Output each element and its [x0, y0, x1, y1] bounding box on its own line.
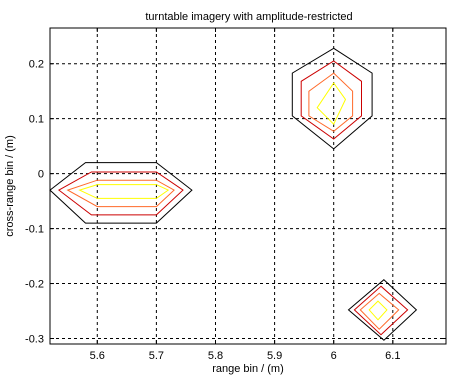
contour-line-level-1 [291, 47, 373, 150]
x-tick-label: 6.1 [385, 350, 400, 362]
contour-line-level-2 [300, 60, 362, 140]
contour-line-level-2 [57, 171, 184, 216]
y-tick-label: -0.3 [25, 334, 44, 346]
grid-layer [50, 28, 446, 344]
x-axis-title: range bin / (m) [212, 363, 284, 375]
plot-area [50, 28, 446, 344]
y-tick-label: 0.1 [29, 114, 44, 126]
contour-line-level-4 [368, 300, 388, 321]
contour-line-level-3 [308, 72, 354, 132]
chart-title: turntable imagery with amplitude-restric… [145, 11, 352, 23]
contour-line-level-4 [78, 184, 170, 199]
y-tick-label: 0.2 [29, 59, 44, 71]
contour-line-level-3 [359, 292, 400, 330]
y-tick-label: -0.1 [25, 224, 44, 236]
x-tick-label: 5.8 [208, 350, 223, 362]
tick-layer: 5.6 5.7 5.8 5.9 6 6.1 -0.3 -0.2 -0.1 0 0.1 0.2 [25, 28, 446, 362]
plot-frame [49, 27, 447, 345]
y-tick-label: 0 [38, 169, 44, 181]
contour-line-level-3 [66, 179, 175, 208]
contour-line-level-4 [316, 82, 347, 126]
x-tick-label: 6 [331, 350, 337, 362]
x-tick-label: 5.6 [90, 350, 105, 362]
y-axis-title: cross-range bin / (m) [4, 135, 16, 236]
y-tick-label: -0.2 [25, 279, 44, 291]
x-tick-label: 5.7 [149, 350, 164, 362]
contour-layer [49, 47, 418, 341]
contour-line-level-1 [347, 279, 418, 341]
x-tick-label: 5.9 [267, 350, 282, 362]
contour-line-level-2 [353, 285, 409, 336]
